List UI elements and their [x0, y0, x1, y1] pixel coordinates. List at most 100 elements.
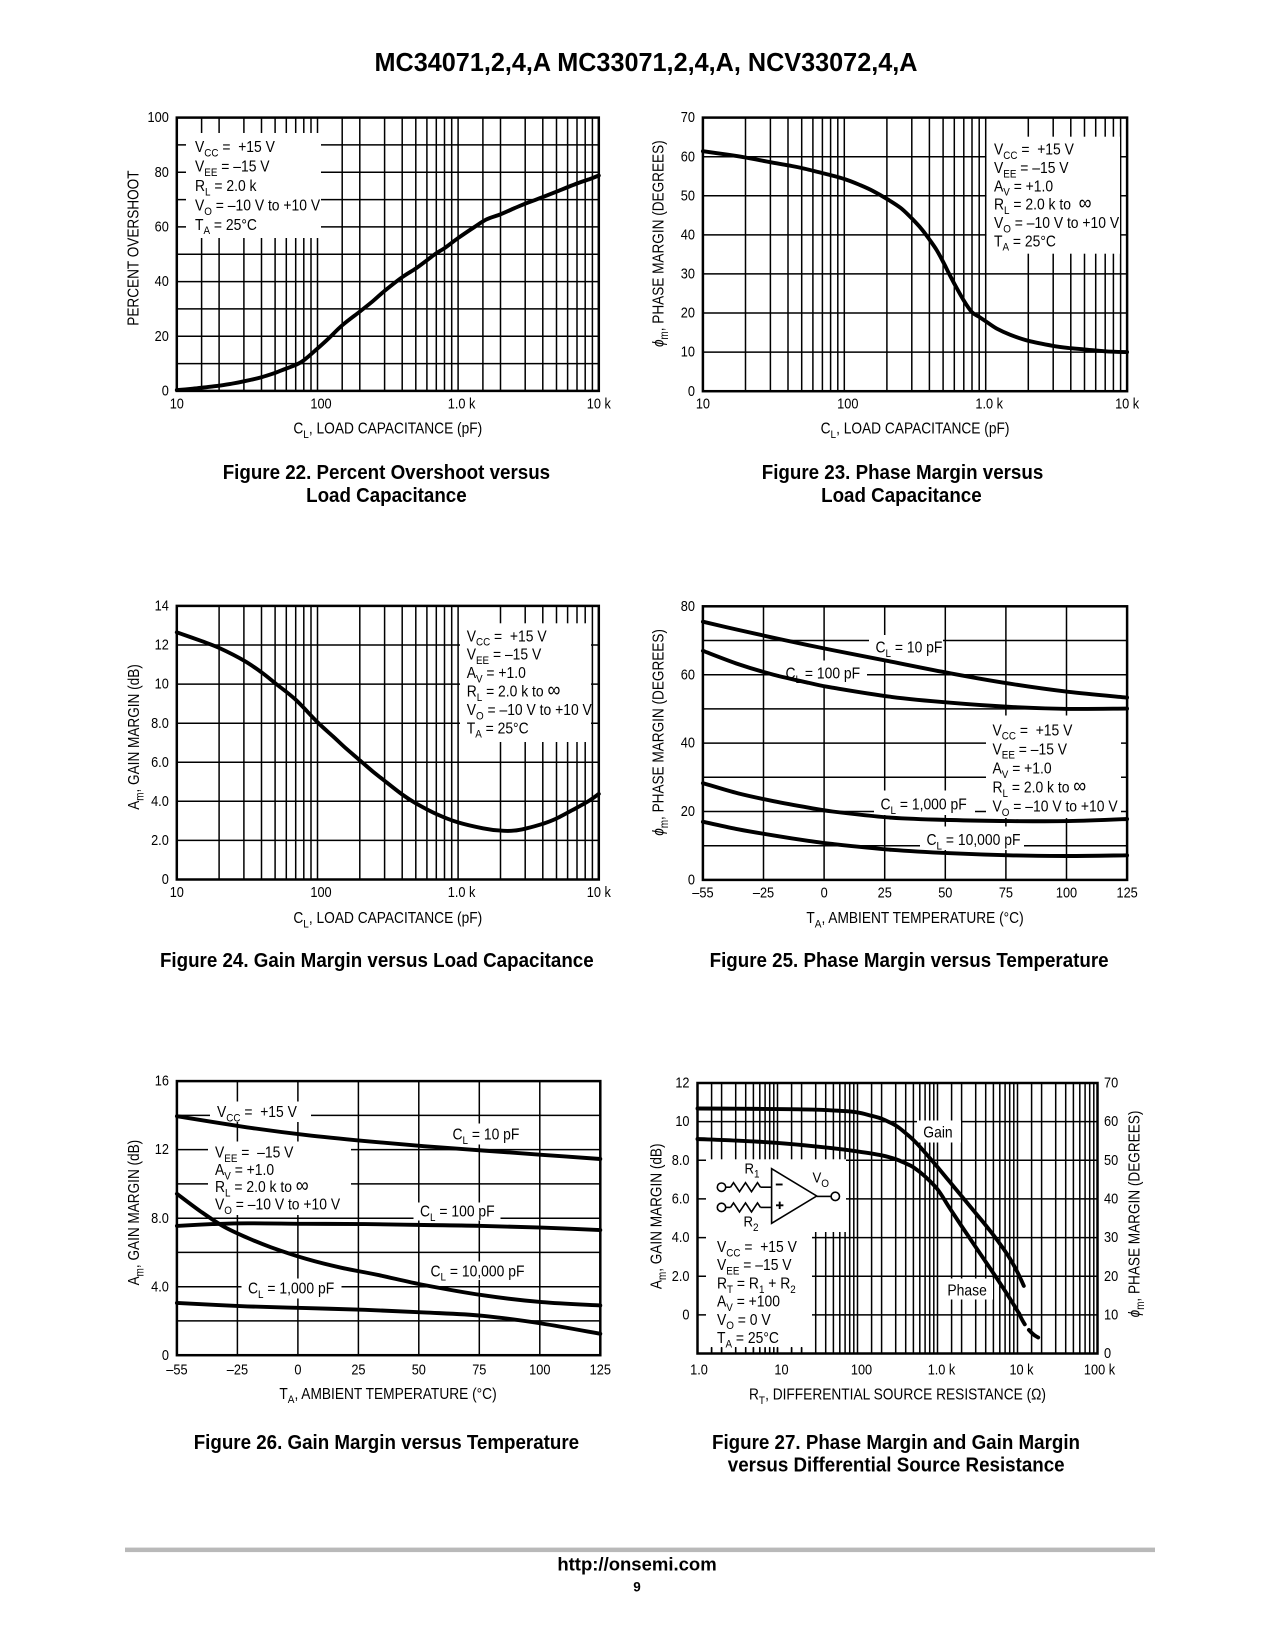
svg-text:10 k: 10 k [1009, 1361, 1033, 1378]
svg-text:Figure 23. Phase Margin versus: Figure 23. Phase Margin versus [762, 461, 1044, 484]
svg-text:1.0: 1.0 [690, 1361, 708, 1378]
svg-text:100 k: 100 k [1084, 1361, 1115, 1378]
svg-text:VO​ = –10 V to +10 V: VO​ = –10 V to +10 V [993, 799, 1118, 819]
svg-text:TA​ = 25°C: TA​ = 25°C [467, 721, 529, 741]
svg-text:–25: –25 [753, 883, 774, 900]
svg-text:CL​, LOAD CAPACITANCE (pF): CL​, LOAD CAPACITANCE (pF) [293, 910, 482, 930]
svg-text:CL​ = 100 pF: CL​ = 100 pF [420, 1204, 495, 1224]
svg-text:CL​ = 10 pF: CL​ = 10 pF [876, 640, 943, 660]
svg-text:VO​ = –10 V to +10 V: VO​ = –10 V to +10 V [215, 1197, 340, 1217]
svg-text:VO​: VO​ [813, 1169, 830, 1190]
svg-text:2.0: 2.0 [672, 1267, 690, 1284]
svg-text:10: 10 [696, 394, 710, 411]
svg-text:Figure 24. Gain Margin versus: Figure 24. Gain Margin versus Load Capac… [160, 949, 594, 972]
svg-text:TA​ = 25°C: TA​ = 25°C [195, 217, 257, 237]
svg-text:TA​, AMBIENT TEMPERATURE (°C): TA​, AMBIENT TEMPERATURE (°C) [279, 1386, 496, 1406]
svg-text:20: 20 [681, 304, 695, 321]
svg-text:VCC​ = +15 V: VCC​ = +15 V [994, 142, 1074, 162]
svg-text:VEE​ = –15 V: VEE​ = –15 V [467, 647, 542, 667]
svg-text:25: 25 [878, 883, 892, 900]
svg-text:–55: –55 [166, 1361, 187, 1378]
svg-text:25: 25 [351, 1361, 365, 1378]
svg-text:VO​ = –10 V to +10 V: VO​ = –10 V to +10 V [994, 215, 1119, 235]
svg-text:VEE​ = –15 V: VEE​ = –15 V [993, 742, 1068, 762]
svg-text:VEE​ = –15 V: VEE​ = –15 V [717, 1257, 792, 1277]
svg-text:125: 125 [590, 1361, 611, 1378]
svg-text:50: 50 [681, 186, 695, 203]
svg-text:ϕm​, PHASE MARGIN (DEGREES): ϕm​, PHASE MARGIN (DEGREES) [1127, 1111, 1148, 1318]
svg-text:Am​, GAIN MARGIN (dB): Am​, GAIN MARGIN (dB) [126, 1140, 147, 1286]
svg-text:100: 100 [529, 1361, 550, 1378]
svg-text:Load Capacitance: Load Capacitance [306, 484, 467, 507]
svg-text:CL​ = 1,000 pF: CL​ = 1,000 pF [881, 797, 967, 817]
svg-text:10: 10 [774, 1361, 788, 1378]
svg-text:Figure 22. Percent Overshoot v: Figure 22. Percent Overshoot versus [223, 461, 551, 484]
svg-text:60: 60 [1104, 1112, 1118, 1129]
svg-text:versus Differential Source Res: versus Differential Source Resistance [728, 1454, 1065, 1477]
svg-text:CL​ = 100 pF: CL​ = 100 pF [786, 666, 861, 686]
svg-text:Load Capacitance: Load Capacitance [821, 484, 982, 507]
svg-text:70: 70 [1104, 1074, 1118, 1091]
svg-text:ϕm​, PHASE MARGIN (DEGREES): ϕm​, PHASE MARGIN (DEGREES) [650, 629, 671, 836]
svg-text:10: 10 [170, 394, 184, 411]
svg-text:RL​ = 2.0 k to ∞: RL​ = 2.0 k to ∞ [467, 680, 561, 705]
svg-text:CL​, LOAD CAPACITANCE (pF): CL​, LOAD CAPACITANCE (pF) [821, 421, 1010, 441]
svg-text:20: 20 [1104, 1267, 1118, 1284]
svg-text:Figure 27. Phase Margin and Ga: Figure 27. Phase Margin and Gain Margin [712, 1431, 1080, 1454]
svg-text:CL​ = 10 pF: CL​ = 10 pF [453, 1127, 520, 1147]
svg-text:AV​ = +1.0: AV​ = +1.0 [993, 761, 1052, 781]
svg-text:–25: –25 [227, 1361, 248, 1378]
svg-text:50: 50 [1104, 1151, 1118, 1168]
svg-text:0: 0 [162, 870, 169, 887]
svg-text:RL​ = 2.0 k: RL​ = 2.0 k [195, 178, 257, 198]
svg-text:80: 80 [681, 597, 695, 614]
svg-text:4.0: 4.0 [151, 792, 169, 809]
svg-text:Figure 25. Phase Margin versus: Figure 25. Phase Margin versus Temperatu… [710, 949, 1109, 972]
svg-text:0: 0 [162, 1346, 169, 1363]
svg-text:ϕm​, PHASE MARGIN (DEGREES): ϕm​, PHASE MARGIN (DEGREES) [650, 140, 671, 347]
svg-text:0: 0 [821, 883, 828, 900]
svg-text:2.0: 2.0 [151, 831, 169, 848]
svg-text:8.0: 8.0 [151, 714, 169, 731]
svg-text:http://onsemi.com: http://onsemi.com [557, 1554, 716, 1575]
svg-text:16: 16 [155, 1072, 169, 1089]
svg-text:RT​, DIFFERENTIAL SOURCE RESIS: RT​, DIFFERENTIAL SOURCE RESISTANCE (Ω) [749, 1387, 1046, 1407]
svg-text:20: 20 [681, 802, 695, 819]
svg-text:80: 80 [155, 163, 169, 180]
svg-text:0: 0 [162, 381, 169, 398]
svg-text:0: 0 [294, 1361, 301, 1378]
svg-text:RT​ = R1​ + R2​: RT​ = R1​ + R2​ [717, 1276, 796, 1296]
svg-text:–55: –55 [692, 883, 713, 900]
svg-text:AV​ = +100: AV​ = +100 [717, 1294, 780, 1314]
svg-text:AV​ = +1.0: AV​ = +1.0 [994, 179, 1053, 199]
svg-text:10: 10 [1104, 1305, 1118, 1322]
svg-text:CL​ = 10,000 pF: CL​ = 10,000 pF [927, 832, 1021, 852]
svg-text:100: 100 [148, 108, 169, 125]
svg-text:10: 10 [681, 343, 695, 360]
svg-text:Figure 26. Gain Margin versus: Figure 26. Gain Margin versus Temperatur… [194, 1431, 580, 1454]
svg-text:RL​ = 2.0 k to ∞: RL​ = 2.0 k to ∞ [215, 1175, 309, 1200]
svg-text:10: 10 [170, 883, 184, 900]
svg-text:20: 20 [155, 327, 169, 344]
svg-text:Am​, GAIN MARGIN (dB): Am​, GAIN MARGIN (dB) [126, 664, 147, 810]
svg-text:6.0: 6.0 [151, 753, 169, 770]
svg-text:VCC​ = +15 V: VCC​ = +15 V [993, 723, 1073, 743]
svg-text:4.0: 4.0 [672, 1228, 690, 1245]
svg-text:12: 12 [155, 1140, 169, 1157]
svg-text:R1​: R1​ [745, 1159, 760, 1180]
svg-text:1.0 k: 1.0 k [975, 394, 1003, 411]
svg-text:PERCENT OVERSHOOT: PERCENT OVERSHOOT [125, 170, 142, 325]
svg-text:40: 40 [681, 734, 695, 751]
svg-text:RL​ = 2.0 k to ∞: RL​ = 2.0 k to ∞ [994, 193, 1092, 218]
svg-text:AV​ = +1.0: AV​ = +1.0 [467, 665, 526, 685]
svg-text:9: 9 [633, 1580, 641, 1595]
svg-text:75: 75 [999, 883, 1013, 900]
svg-text:TA​ = 25°C: TA​ = 25°C [717, 1330, 779, 1350]
svg-text:VCC​ = +15 V: VCC​ = +15 V [217, 1104, 297, 1124]
svg-text:1.0 k: 1.0 k [448, 394, 476, 411]
svg-text:10 k: 10 k [1115, 394, 1139, 411]
svg-text:1.0 k: 1.0 k [928, 1361, 956, 1378]
svg-text:MC34071,2,4,A MC33071,2,4,A, N: MC34071,2,4,A MC33071,2,4,A, NCV33072,4,… [375, 47, 918, 77]
svg-text:12: 12 [155, 636, 169, 653]
svg-text:40: 40 [1104, 1189, 1118, 1206]
